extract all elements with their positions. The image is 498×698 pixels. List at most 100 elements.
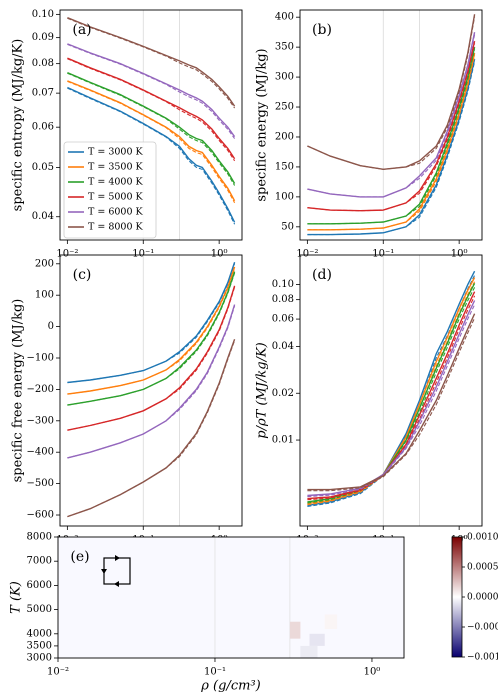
series-dashed-line	[307, 49, 476, 225]
heatmap-cell	[300, 645, 318, 658]
series-line	[307, 313, 476, 491]
colorbar-tick-label: 0.0010	[467, 533, 498, 543]
panel-label: (e)	[70, 549, 89, 565]
series-line	[67, 338, 236, 518]
heatmap-background	[58, 537, 404, 658]
y-tick-label: 0.10	[272, 279, 294, 290]
series-dashed-line	[307, 43, 476, 212]
y-tick-label: 200	[35, 258, 54, 269]
x-tick-label: 10⁻¹	[372, 249, 394, 260]
series-dashed-line	[307, 61, 476, 236]
panel-label: (b)	[312, 22, 332, 38]
y-axis-label: specific energy (MJ/kg)	[255, 48, 270, 201]
series-line	[67, 17, 236, 107]
y-tick-label: 0.05	[32, 162, 54, 173]
y-tick-label: 0.06	[32, 122, 54, 133]
y-tick-label: 3500	[27, 640, 52, 651]
series-line	[307, 300, 476, 497]
series-dashed-line	[307, 295, 476, 501]
series-dashed-line	[307, 275, 476, 508]
y-tick-label: 0.01	[272, 435, 294, 446]
colorbar-tick-label: 0.0005	[467, 563, 498, 573]
x-axis-label: ρ (g/cm³)	[200, 679, 260, 694]
series-dashed-line	[307, 55, 476, 231]
y-tick-label: 0.09	[32, 32, 54, 43]
heatmap-frame	[57, 536, 405, 659]
heatmap-cell	[324, 614, 338, 629]
y-axis-label: T (K)	[9, 581, 24, 614]
series-dashed-line	[67, 286, 236, 431]
legend-box	[63, 141, 157, 239]
series-line	[67, 285, 236, 431]
panel-label: (a)	[72, 22, 91, 38]
colorbar-tick-label: 0.0000	[467, 593, 498, 603]
series-line	[307, 14, 476, 171]
y-axis-label: p/ρT (MJ/kg/K)	[255, 342, 270, 438]
y-tick-label: 150	[275, 161, 294, 172]
y-tick-label: 0.04	[272, 341, 294, 352]
y-tick-label: −500	[27, 478, 54, 489]
y-tick-label: −100	[27, 352, 54, 363]
arrow-left-icon	[114, 581, 119, 587]
series-dashed-line	[67, 272, 236, 406]
y-tick-label: 6000	[27, 580, 52, 591]
y-tick-label: −400	[27, 447, 54, 458]
y-tick-label: 8000	[27, 532, 52, 543]
y-tick-label: 300	[275, 72, 294, 83]
series-dashed-line	[67, 17, 236, 109]
legend-entry: T = 3500 K	[88, 162, 144, 173]
legend-entry: T = 5000 K	[88, 192, 144, 203]
series-dashed-line	[67, 43, 236, 139]
y-tick-label: 0.06	[272, 314, 294, 325]
series-dashed-line	[307, 16, 476, 170]
x-tick-label: 10⁻¹	[204, 667, 226, 678]
x-tick-label: 10⁰	[211, 249, 228, 260]
series-dashed-line	[67, 72, 236, 186]
series-line	[307, 277, 476, 505]
y-tick-label: 0.08	[32, 58, 54, 69]
panel-frame	[59, 9, 243, 241]
series-dashed-line	[307, 317, 476, 492]
y-tick-label: 0.10	[32, 9, 54, 20]
y-tick-label: 0.07	[32, 88, 54, 99]
heatmap-cell	[309, 633, 325, 646]
series-line	[307, 46, 476, 225]
panel-c: 10⁻²10⁻¹10⁰2001000−100−200−300−400−500−6…	[11, 254, 243, 546]
panel-b: 10⁻² 10⁻¹ 10⁰ 50 100 150 200 250 300 350 400 specif…	[255, 9, 483, 260]
y-tick-label: 3000	[27, 653, 52, 664]
series-dashed-line	[307, 287, 476, 504]
colorbar-tick-label: −0.0005	[467, 623, 498, 633]
series-dashed-line	[67, 305, 236, 459]
y-tick-label: 7000	[27, 556, 52, 567]
y-tick-label: 5000	[27, 604, 52, 615]
panel-frame	[59, 254, 243, 527]
panel-frame	[299, 254, 483, 527]
colorbar-tick-label: −0.0010	[467, 653, 498, 663]
series-dashed-line	[67, 58, 236, 162]
colorbar	[451, 536, 463, 658]
y-tick-label: 50	[281, 221, 294, 232]
series-dashed-line	[67, 80, 236, 204]
series-dashed-line	[307, 281, 476, 506]
y-tick-label: 4000	[27, 628, 52, 639]
panel-frame	[299, 9, 483, 241]
series-line	[307, 291, 476, 500]
y-tick-label: 250	[275, 102, 294, 113]
y-axis-label: specific free energy (MJ/kg)	[11, 299, 26, 483]
x-tick-label: 10⁰	[451, 249, 468, 260]
legend-entry: T = 6000 K	[88, 207, 144, 218]
y-tick-label: −600	[27, 510, 54, 521]
series-dashed-line	[67, 340, 236, 518]
y-tick-label: 200	[275, 131, 294, 142]
panel-d: 10⁻²10⁻¹10⁰0.010.020.040.060.080.10p/ρT …	[255, 254, 483, 546]
legend-entry: T = 8000 K	[88, 222, 144, 233]
y-tick-label: 100	[275, 191, 294, 202]
series-line	[307, 270, 476, 507]
y-tick-label: 0.04	[32, 211, 54, 222]
y-axis-label: specific entropy (MJ/kg/K)	[11, 39, 26, 212]
series-line	[307, 32, 476, 198]
arrow-right-icon	[115, 555, 120, 561]
y-tick-label: 400	[275, 12, 294, 23]
legend-entry: T = 4000 K	[88, 177, 144, 188]
